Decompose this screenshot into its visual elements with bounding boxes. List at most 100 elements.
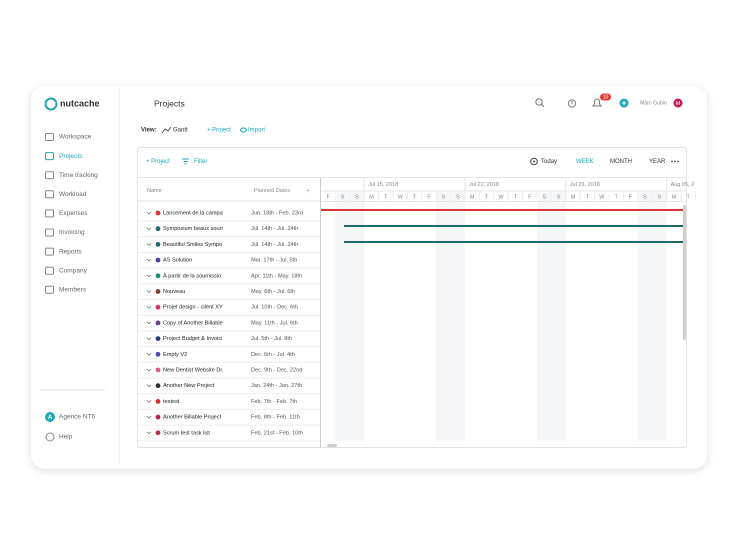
horizontal-scrollbar[interactable] — [327, 444, 337, 447]
project-name[interactable]: À partir de la soumissio — [163, 272, 221, 279]
project-color-dot — [155, 257, 161, 263]
filter-button[interactable]: Filter — [194, 159, 207, 165]
menu-item[interactable]: Expenses — [59, 210, 88, 217]
day-label: F — [427, 194, 431, 200]
project-name[interactable]: Projet design - client XY — [163, 305, 223, 311]
scale-button[interactable]: MONTH — [610, 159, 632, 165]
avatar-initial: M — [676, 101, 681, 107]
day-label: S — [456, 194, 460, 200]
project-name[interactable]: Empty V2 — [163, 352, 187, 358]
logo[interactable]: nutcache — [44, 97, 100, 111]
day-label: T — [687, 194, 691, 200]
avatar[interactable] — [673, 98, 683, 108]
menu-icon — [45, 285, 54, 294]
expand-chevron[interactable] — [146, 211, 152, 215]
today-button[interactable]: Today — [541, 159, 557, 165]
expand-chevron[interactable] — [146, 337, 152, 341]
week-label: Aug 05, 2 — [671, 182, 695, 188]
account-icon[interactable] — [45, 412, 55, 422]
project-dates: Apr. 11th - May. 18th — [251, 273, 302, 279]
expand-chevron[interactable] — [146, 431, 152, 435]
menu-item[interactable]: Company — [59, 267, 88, 274]
day-label: S — [658, 194, 662, 200]
project-dates: Jul. 10th - Dec. 6th — [251, 305, 298, 311]
project-dates: Dec. 9th - Dec. 22nd — [251, 367, 302, 373]
add-button[interactable] — [619, 98, 629, 108]
menu-item[interactable]: Reports — [59, 248, 83, 255]
expand-chevron[interactable] — [146, 305, 152, 309]
project-name[interactable]: New Dentist Website Dr. — [163, 367, 224, 373]
project-dates: Feb. 7th - Feb. 7th — [251, 399, 297, 405]
toolbar-add-project[interactable]: + Project — [146, 159, 170, 165]
notifications-icon[interactable] — [592, 98, 602, 107]
menu-item[interactable]: Members — [59, 287, 87, 294]
project-name[interactable]: testest — [163, 399, 180, 405]
menu-item[interactable]: Projects — [59, 153, 83, 160]
project-name[interactable]: Scrum test task list — [163, 430, 210, 436]
help-icon[interactable] — [45, 432, 55, 442]
expand-chevron[interactable] — [146, 384, 152, 388]
expand-chevron[interactable] — [146, 415, 152, 419]
menu-item[interactable]: Invoicing — [59, 229, 85, 236]
weekend-column — [335, 191, 350, 441]
project-name[interactable]: Symposium beaux souri — [163, 226, 223, 232]
menu-icon — [45, 228, 54, 237]
more-menu[interactable] — [671, 160, 679, 163]
project-name[interactable]: AS Solution — [163, 258, 192, 264]
expand-chevron[interactable] — [146, 227, 152, 231]
expand-chevron[interactable] — [146, 258, 152, 262]
project-color-dot — [155, 351, 161, 357]
project-name[interactable]: Copy of Another Billable — [163, 320, 223, 326]
menu-item[interactable]: Time tracking — [59, 172, 98, 179]
view-mode[interactable]: Gantt — [173, 128, 188, 134]
expand-chevron[interactable] — [146, 400, 152, 403]
scale-button[interactable]: WEEK — [576, 159, 594, 165]
import-icon — [240, 127, 247, 133]
project-name[interactable]: Lancement de la campa — [163, 210, 224, 216]
menu-icon — [45, 152, 54, 161]
day-label: S — [355, 194, 359, 200]
menu-item[interactable]: Workload — [59, 191, 87, 198]
import-link[interactable]: Import — [248, 128, 265, 134]
project-color-dot — [155, 430, 161, 436]
project-name[interactable]: Project Budget & Invoici — [163, 336, 222, 342]
menu-icon — [45, 171, 54, 180]
search-icon[interactable] — [535, 98, 545, 108]
day-label: T — [485, 194, 489, 200]
week-label: Jul 22, 2018 — [469, 182, 499, 188]
day-label: F — [629, 194, 633, 200]
gantt-icon — [161, 126, 172, 134]
notification-badge — [600, 93, 611, 101]
user-name[interactable]: Marc Gubin — [640, 100, 667, 106]
expand-chevron[interactable] — [146, 368, 152, 372]
day-label: F — [327, 194, 331, 200]
help-link[interactable]: Help — [59, 434, 73, 441]
scale-button[interactable]: YEAR — [649, 159, 666, 165]
project-name[interactable]: Another New Project — [163, 383, 215, 389]
menu-item[interactable]: Workspace — [59, 134, 92, 141]
project-color-dot — [155, 399, 161, 404]
menu-icon — [45, 266, 54, 275]
logo-text: nutcache — [60, 98, 100, 108]
expand-chevron[interactable] — [146, 353, 152, 356]
project-name[interactable]: Nouveau — [163, 289, 185, 295]
project-name[interactable]: Beautiful Smiles Sympo — [163, 242, 222, 248]
weekend-column — [436, 191, 451, 441]
column-header: Name — [147, 188, 162, 194]
project-dates: Jun. 18th - Feb. 23rd — [251, 210, 303, 216]
weekend-column — [637, 191, 653, 441]
project-dates: May. 6th - Jul. 6th — [251, 289, 295, 295]
add-project-link[interactable]: + Project — [207, 128, 231, 134]
project-name[interactable]: Another Billable Project — [163, 415, 222, 421]
account-name[interactable]: Agence NT6 — [59, 414, 96, 421]
timer-icon[interactable] — [567, 99, 577, 108]
project-dates: Mar. 17th - Jul. 5th — [251, 258, 297, 264]
menu-icon — [45, 209, 54, 218]
project-dates: Jan. 24th - Jan. 27th — [251, 383, 302, 389]
sort-icon[interactable] — [306, 188, 310, 193]
expand-chevron[interactable] — [146, 290, 152, 293]
expand-chevron[interactable] — [146, 274, 152, 278]
vertical-scrollbar[interactable] — [683, 205, 686, 340]
expand-chevron[interactable] — [146, 321, 152, 325]
expand-chevron[interactable] — [146, 243, 152, 246]
